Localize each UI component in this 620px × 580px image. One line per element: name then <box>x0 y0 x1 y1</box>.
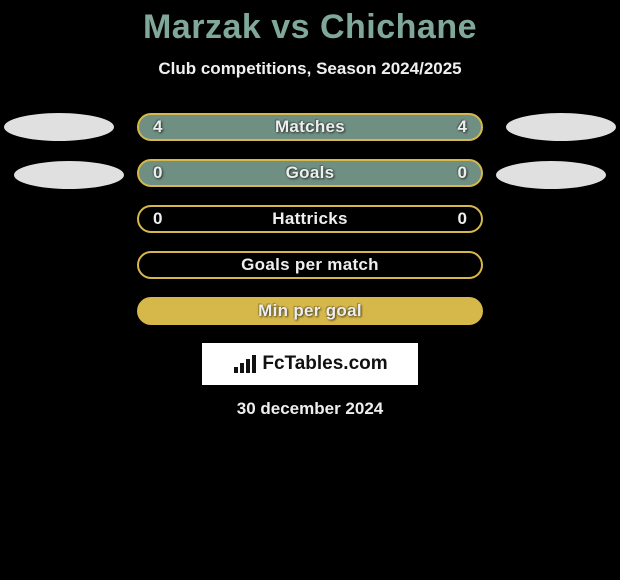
stat-row-goals-per-match: Goals per match <box>137 251 483 279</box>
stat-right-value: 0 <box>458 209 467 229</box>
logo-text: FcTables.com <box>262 353 387 375</box>
stat-row-hattricks: 0 Hattricks 0 <box>137 205 483 233</box>
player-right-ellipse-2 <box>496 161 606 189</box>
stat-right-value: 4 <box>458 117 467 137</box>
player-right-ellipse-1 <box>506 113 616 141</box>
page-title: Marzak vs Chichane <box>0 8 620 47</box>
logo-inner: FcTables.com <box>232 353 387 375</box>
stat-row-min-per-goal: Min per goal <box>137 297 483 325</box>
stat-label: Goals <box>286 163 335 183</box>
attribution-logo[interactable]: FcTables.com <box>202 343 418 385</box>
stat-label: Min per goal <box>258 301 362 321</box>
comparison-widget: Marzak vs Chichane Club competitions, Se… <box>0 0 620 580</box>
stat-label: Matches <box>275 117 345 137</box>
player-left-ellipse-1 <box>4 113 114 141</box>
stat-row-matches: 4 Matches 4 <box>137 113 483 141</box>
stat-label: Goals per match <box>241 255 379 275</box>
player-left-ellipse-2 <box>14 161 124 189</box>
stat-right-value: 0 <box>458 163 467 183</box>
stat-left-value: 0 <box>153 209 162 229</box>
stat-label: Hattricks <box>272 209 347 229</box>
stats-section: 4 Matches 4 0 Goals 0 0 Hattricks 0 Goal… <box>0 113 620 325</box>
date-label: 30 december 2024 <box>0 399 620 419</box>
season-subtitle: Club competitions, Season 2024/2025 <box>0 59 620 79</box>
stat-row-goals: 0 Goals 0 <box>137 159 483 187</box>
stat-left-value: 0 <box>153 163 162 183</box>
stat-left-value: 4 <box>153 117 162 137</box>
bars-icon <box>232 353 258 375</box>
